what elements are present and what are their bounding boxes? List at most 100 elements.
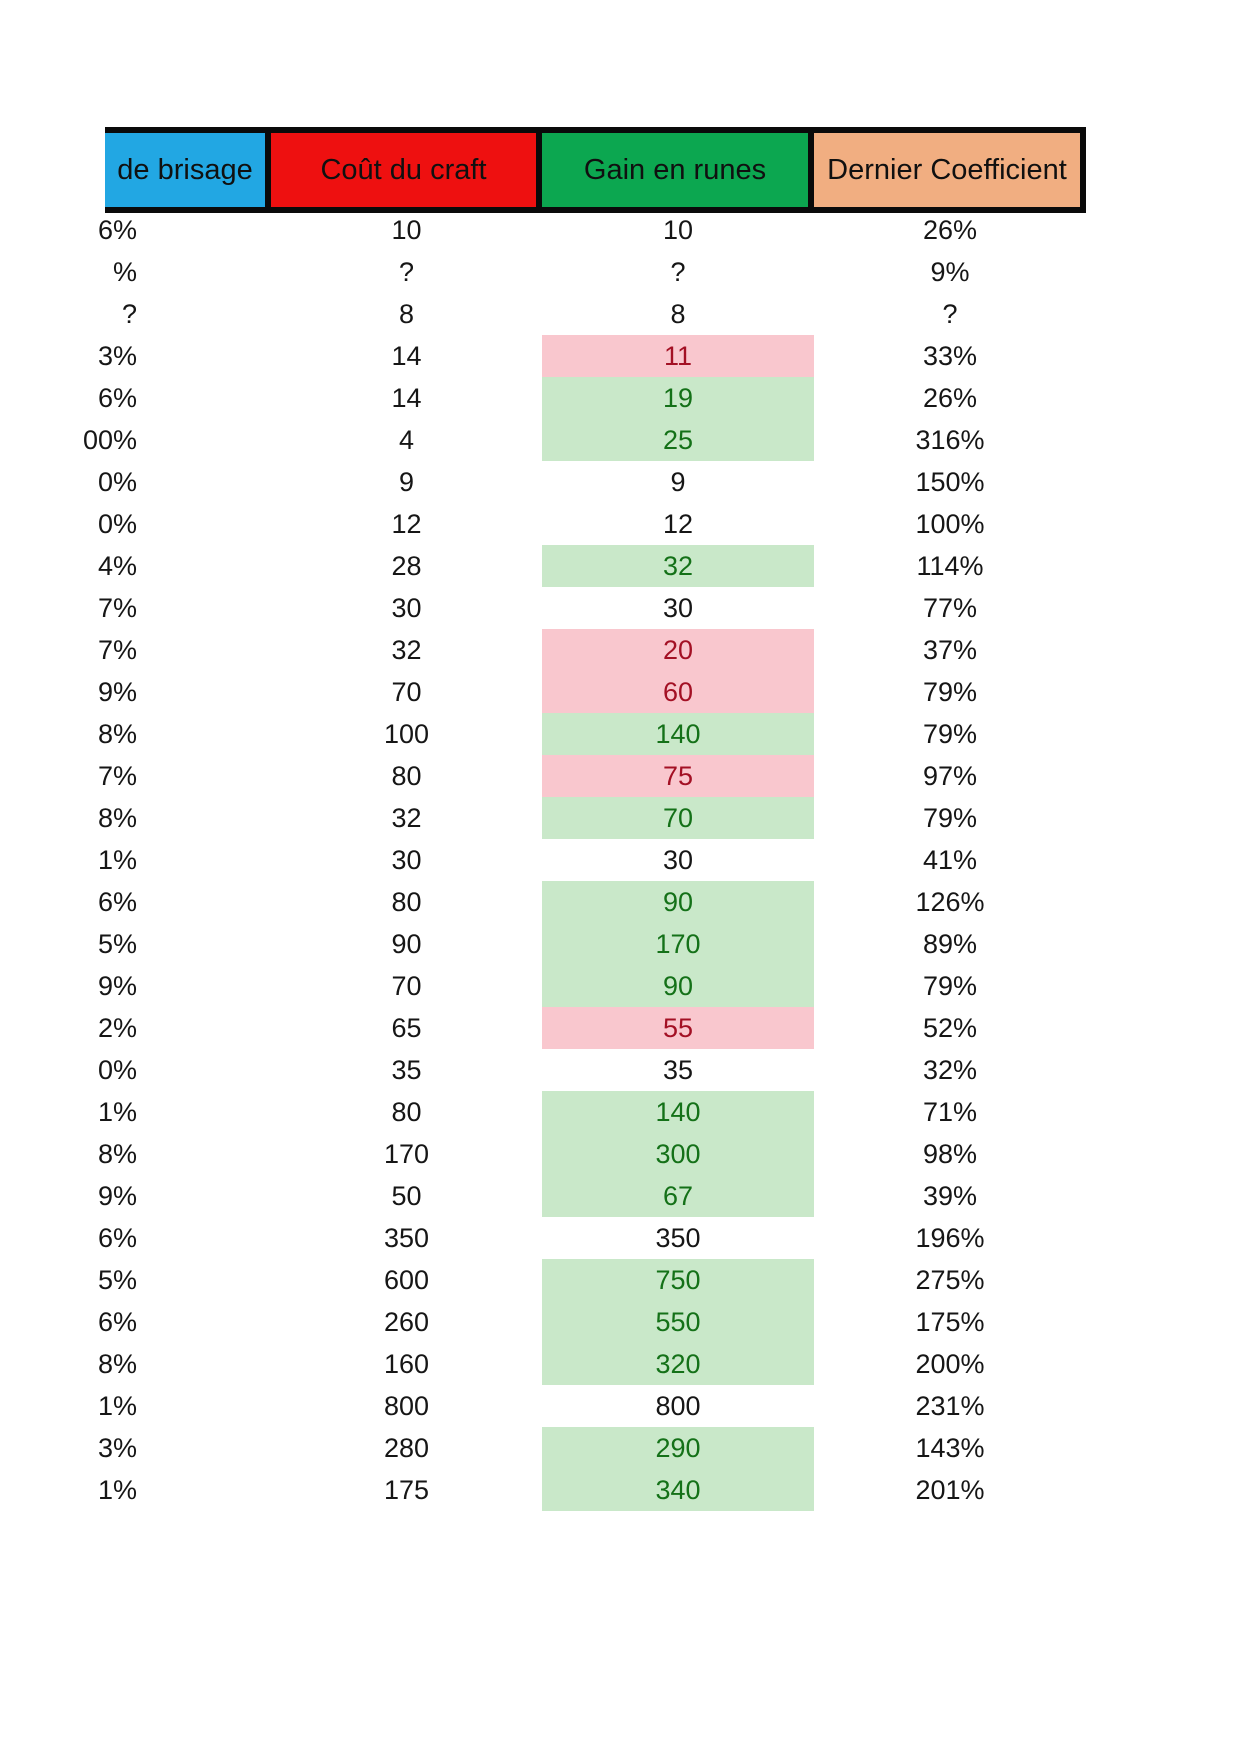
cell-cout: 10 — [391, 215, 422, 245]
cell-gain: 750 — [542, 1259, 814, 1301]
cell-cout: 600 — [383, 1265, 430, 1295]
cell-cout: 175 — [383, 1475, 430, 1505]
cell-coef: 41% — [922, 845, 978, 875]
cell-brisage: 6% — [97, 1307, 137, 1337]
table-row: 5% 600 750 275% — [0, 1259, 1241, 1301]
cell-brisage: 1% — [97, 845, 137, 875]
table-row: 5% 90 170 89% — [0, 923, 1241, 965]
cell-brisage: 5% — [97, 929, 137, 959]
cell-cout: ? — [398, 257, 415, 287]
cell-brisage: 7% — [97, 635, 137, 665]
cell-brisage: % — [112, 257, 137, 287]
cell-brisage: 7% — [97, 761, 137, 791]
table-row: 4% 28 32 114% — [0, 545, 1241, 587]
cell-gain: 10 — [662, 215, 694, 245]
cell-cout: 30 — [391, 845, 422, 875]
cell-brisage: 9% — [97, 971, 137, 1001]
cell-gain: 320 — [542, 1343, 814, 1385]
table-body: 6% 10 10 26%%?? 9%? 8 8? 3% 14 11 33% 6% 14 19 26% 00% 4… — [0, 209, 1241, 1511]
table-row: 3% 280 290 143% — [0, 1427, 1241, 1469]
table-row: 0% 35 35 32% — [0, 1049, 1241, 1091]
cell-cout: 100 — [383, 719, 430, 749]
cell-cout: 800 — [383, 1391, 430, 1421]
cell-gain: 170 — [542, 923, 814, 965]
table-row: 3% 14 11 33% — [0, 335, 1241, 377]
cell-cout: 35 — [391, 1055, 422, 1085]
cell-cout: 50 — [391, 1181, 422, 1211]
cell-coef: 9% — [930, 257, 970, 287]
table-row: 2% 65 55 52% — [0, 1007, 1241, 1049]
table-header: de brisage Coût du craft Gain en runes D… — [105, 127, 1086, 213]
cell-cout: 90 — [391, 929, 422, 959]
table-row: 8% 32 70 79% — [0, 797, 1241, 839]
cell-brisage: 6% — [97, 887, 137, 917]
cell-gain: 800 — [655, 1391, 701, 1421]
cell-gain: 32 — [542, 545, 814, 587]
cell-brisage: 3% — [97, 341, 137, 371]
cell-coef: 231% — [915, 1391, 985, 1421]
cell-coef: 79% — [922, 971, 978, 1001]
table-row: 1% 80 140 71% — [0, 1091, 1241, 1133]
cell-brisage: 8% — [97, 803, 137, 833]
cell-brisage: 8% — [97, 1349, 137, 1379]
cell-gain: 75 — [542, 755, 814, 797]
column-header-brisage: de brisage — [105, 133, 271, 207]
column-header-cout-du-craft: Coût du craft — [271, 133, 542, 207]
cell-gain: 25 — [542, 419, 814, 461]
cell-gain: 300 — [542, 1133, 814, 1175]
cell-coef: 98% — [922, 1139, 978, 1169]
cell-cout: 65 — [391, 1013, 422, 1043]
cell-coef: 79% — [922, 719, 978, 749]
cell-coef: 89% — [922, 929, 978, 959]
cell-coef: ? — [942, 299, 958, 329]
cell-coef: 37% — [922, 635, 978, 665]
cell-cout: 14 — [391, 341, 422, 371]
cell-coef: 39% — [922, 1181, 978, 1211]
cell-coef: 71% — [922, 1097, 978, 1127]
cell-cout: 70 — [391, 971, 422, 1001]
cell-gain: 12 — [662, 509, 694, 539]
cell-gain: 60 — [542, 671, 814, 713]
cell-brisage: 4% — [97, 551, 137, 581]
cell-cout: 70 — [391, 677, 422, 707]
cell-brisage: 9% — [97, 677, 137, 707]
table-row: 1% 30 30 41% — [0, 839, 1241, 881]
table-row: 8% 100 140 79% — [0, 713, 1241, 755]
cell-cout: 28 — [391, 551, 422, 581]
table-row: ? 8 8? — [0, 293, 1241, 335]
cell-brisage: ? — [121, 299, 137, 329]
cell-coef: 97% — [922, 761, 978, 791]
cell-cout: 80 — [391, 1097, 422, 1127]
cell-gain: 55 — [542, 1007, 814, 1049]
cell-coef: 33% — [922, 341, 978, 371]
cell-gain: 67 — [542, 1175, 814, 1217]
cell-coef: 196% — [915, 1223, 985, 1253]
cell-gain: 90 — [542, 965, 814, 1007]
cell-coef: 316% — [915, 425, 985, 455]
cell-brisage: 9% — [97, 1181, 137, 1211]
cell-brisage: 6% — [97, 383, 137, 413]
table-row: 1% 175 340 201% — [0, 1469, 1241, 1511]
cell-cout: 8 — [398, 299, 415, 329]
cell-coef: 26% — [922, 215, 978, 245]
cell-brisage: 8% — [97, 1139, 137, 1169]
table-row: 1% 800 800 231% — [0, 1385, 1241, 1427]
cell-brisage: 1% — [97, 1097, 137, 1127]
cell-cout: 80 — [391, 887, 422, 917]
cell-gain: 30 — [662, 845, 694, 875]
cell-cout: 80 — [391, 761, 422, 791]
cell-gain: 140 — [542, 713, 814, 755]
cell-coef: 32% — [922, 1055, 978, 1085]
cell-gain: 35 — [662, 1055, 694, 1085]
table-row: 8% 160 320 200% — [0, 1343, 1241, 1385]
table-row: 0% 9 9 150% — [0, 461, 1241, 503]
cell-coef: 175% — [915, 1307, 985, 1337]
table-row: 9% 50 67 39% — [0, 1175, 1241, 1217]
cell-brisage: 1% — [97, 1475, 137, 1505]
cell-coef: 26% — [922, 383, 978, 413]
cell-coef: 200% — [915, 1349, 985, 1379]
cell-cout: 170 — [383, 1139, 430, 1169]
cell-cout: 9 — [398, 467, 415, 497]
cell-gain: 340 — [542, 1469, 814, 1511]
table-row: 9% 70 60 79% — [0, 671, 1241, 713]
